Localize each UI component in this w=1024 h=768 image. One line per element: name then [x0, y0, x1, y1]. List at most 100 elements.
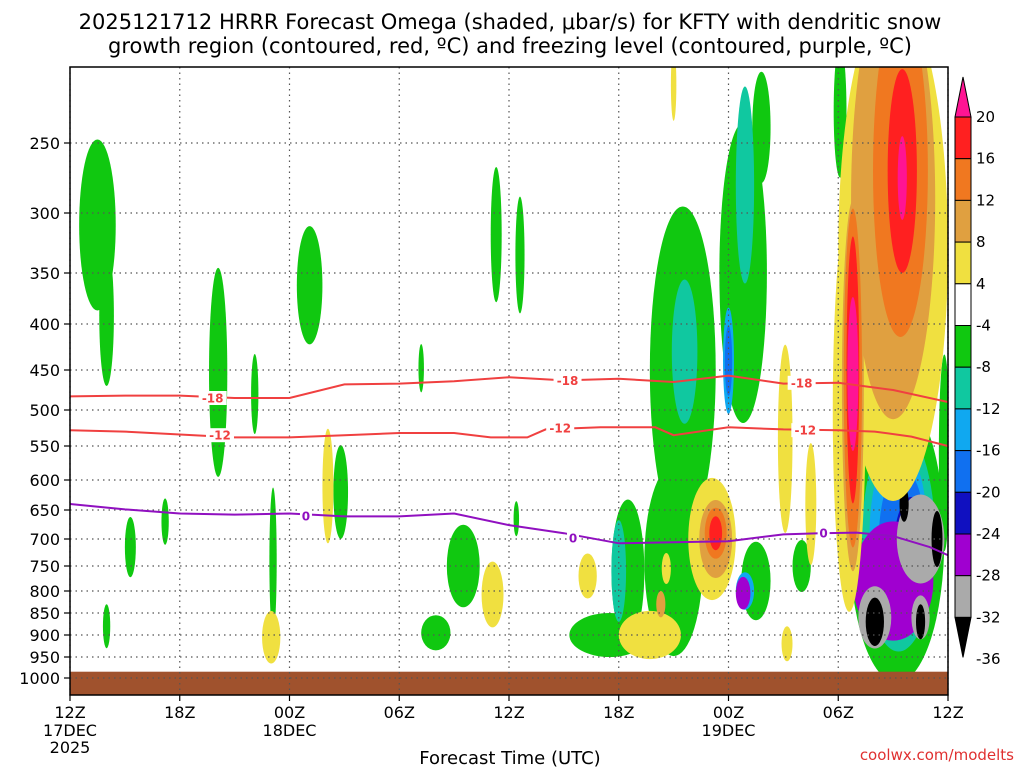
x-tick-label-36: 00Z: [713, 703, 744, 722]
omega-region--12-29: [611, 520, 627, 622]
y-tick-label-500: 500: [29, 401, 60, 420]
x-tick-label-24: 12Z: [493, 703, 524, 722]
y-tick-label-900: 900: [29, 626, 60, 645]
colorbar-box-11: [954, 533, 972, 577]
x-tick-label-6: 18Z: [164, 703, 195, 722]
y-axis: 250 300 350 400 450 500 550 600 650 700 750 800 850 9…: [19, 134, 70, 688]
colorbar-label-13: -36: [976, 650, 1001, 668]
contour-label-bg-dgz-minus-18-2: [787, 375, 816, 390]
omega-region-4-50: [618, 610, 681, 660]
colorbar-box-9: [954, 450, 972, 493]
x-tick-sublabel-0-0: 17DEC: [43, 721, 97, 740]
omega-region-4-54: [781, 626, 793, 662]
colorbar-label-6: -8: [976, 358, 991, 376]
y-tick-label-250: 250: [29, 134, 60, 153]
credit-text: coolwx.com/modelts: [860, 746, 1014, 764]
omega-region-4-52: [777, 344, 793, 533]
colorbar-box-6: [954, 325, 972, 368]
chart-title: 2025121712 HRRR Forecast Omega (shaded, …: [79, 10, 942, 58]
colorbar-arrow-top: [954, 76, 972, 118]
omega-region--8-13: [490, 166, 502, 303]
omega-region--36-42: [865, 597, 884, 646]
colorbar-box-12: [954, 575, 972, 618]
omega-region--36-45: [915, 604, 926, 640]
colorbar-label-1: 16: [976, 150, 995, 168]
omega-region--8-2: [209, 267, 228, 477]
colorbar-label-2: 12: [976, 191, 995, 209]
omega-region-8-62: [656, 591, 666, 618]
y-tick-label-600: 600: [29, 471, 60, 490]
omega-region--8-6: [269, 487, 277, 634]
x-tick-sublabel-12-0: 18DEC: [263, 721, 317, 740]
omega-region--8-9: [102, 604, 111, 649]
x-tick-label-18: 06Z: [384, 703, 415, 722]
colorbar-label-10: -24: [976, 525, 1001, 543]
colorbar-label-9: -20: [976, 483, 1001, 501]
colorbar-label-4: 4: [976, 275, 986, 293]
y-tick-label-800: 800: [29, 582, 60, 601]
omega-region-4-48: [481, 561, 504, 628]
omega-region-16-68: [709, 516, 723, 551]
contour-label-bg-dgz-minus-12-2: [791, 423, 820, 438]
contour-label-freezing-level-1: 0: [569, 531, 577, 545]
x-tick-sublabel-0-1: 2025: [50, 738, 91, 757]
omega-region-4-58: [670, 67, 677, 121]
omega-region--32-39: [896, 494, 945, 584]
omega-region--8-5: [333, 445, 349, 539]
omega-region--8-11: [446, 524, 480, 608]
y-tick-label-750: 750: [29, 557, 60, 576]
colorbar-label-11: -28: [976, 567, 1001, 585]
y-tick-label-400: 400: [29, 315, 60, 334]
omega-region--12-28: [735, 86, 755, 284]
contour-label-bg-dgz-minus-18-0: [198, 391, 227, 405]
colorbar-label-5: -4: [976, 317, 991, 335]
omega-region--8-1: [99, 245, 114, 386]
colorbar-label-3: 8: [976, 233, 986, 251]
contour-layer: -18 -18 -18 -12 -12 -12 0 0 0: [70, 373, 948, 557]
omega-region--8-4: [296, 226, 323, 345]
colorbar-arrow-bottom: [954, 616, 972, 658]
omega-region--8-15: [513, 501, 520, 537]
colorbar-label-7: -12: [976, 400, 1001, 418]
omega-region-20-70: [847, 296, 859, 452]
y-tick-label-350: 350: [29, 264, 60, 283]
x-tick-sublabel-36-0: 19DEC: [702, 721, 756, 740]
x-tick-label-12: 00Z: [274, 703, 305, 722]
x-tick-label-30: 18Z: [603, 703, 634, 722]
x-axis-label: Forecast Time (UTC): [419, 748, 600, 768]
omega-region--8-18: [752, 71, 771, 183]
colorbar-label-8: -16: [976, 442, 1001, 460]
contour-label-freezing-level-0: 0: [302, 509, 310, 523]
colorbar-label-0: 20: [976, 108, 995, 126]
contour-label-bg-freezing-level-1: [567, 530, 580, 545]
omega-region--8-12: [421, 615, 451, 651]
y-tick-label-700: 700: [29, 530, 60, 549]
y-tick-label-850: 850: [29, 604, 60, 623]
contour-dgz-minus-12: [70, 426, 948, 447]
x-tick-label-0: 12Z: [54, 703, 85, 722]
contour-label-dgz-minus-18-2: -18: [791, 376, 813, 390]
y-tick-label-450: 450: [29, 361, 60, 380]
colorbar-box-2: [954, 158, 972, 201]
x-tick-label-42: 06Z: [823, 703, 854, 722]
contour-label-bg-freezing-level-2: [817, 526, 830, 541]
contour-label-dgz-minus-12-2: -12: [794, 424, 816, 438]
contour-label-bg-freezing-level-0: [299, 508, 312, 523]
y-tick-label-300: 300: [29, 204, 60, 223]
contour-freezing-level: [70, 503, 948, 557]
contour-label-freezing-level-2: 0: [819, 527, 827, 541]
contour-label-bg-dgz-minus-12-0: [205, 428, 234, 443]
contour-label-dgz-minus-18-1: -18: [557, 374, 579, 388]
omega-region--8-26: [938, 354, 948, 552]
omega-region--20-34: [724, 325, 733, 396]
colorbar-box-8: [954, 408, 972, 452]
contour-label-bg-dgz-minus-18-1: [553, 373, 582, 388]
omega-region-4-49: [578, 553, 597, 599]
omega-region-4-55: [661, 553, 671, 584]
colorbar-box-5: [954, 283, 972, 326]
colorbar: 20 16 12 8 4 -4 -8 -12 -16 -20 -24 -28 -32 -36: [954, 76, 1001, 668]
contour-label-dgz-minus-18-0: -18: [202, 392, 224, 406]
omega-region--8-14: [515, 196, 525, 314]
